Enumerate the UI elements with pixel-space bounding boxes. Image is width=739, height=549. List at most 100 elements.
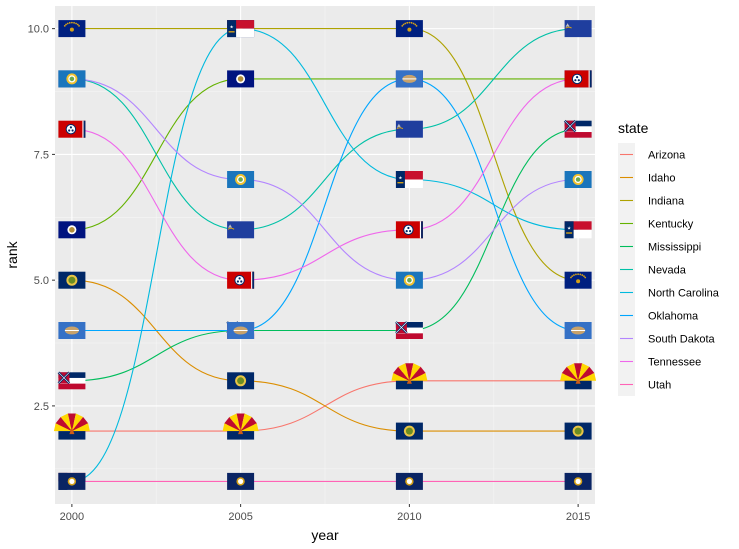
flag-ray xyxy=(405,363,414,381)
y-tick-label: 7.5 xyxy=(34,149,49,161)
flag-south-dakota xyxy=(395,271,423,289)
flag-indiana xyxy=(564,271,592,289)
flag-seal-inner xyxy=(69,76,75,82)
flag-stripe xyxy=(82,120,84,138)
flag-seal-inner xyxy=(69,478,75,484)
flag-part xyxy=(564,221,592,230)
flag-nevada xyxy=(395,120,423,138)
flag-oklahoma xyxy=(58,322,86,339)
flag-saltire-stars xyxy=(58,372,70,384)
flag-idaho xyxy=(395,422,423,440)
flag-seal-inner xyxy=(575,478,581,484)
x-tick-label: 2005 xyxy=(228,511,252,523)
flag-seal-inner xyxy=(68,276,76,284)
flag-star xyxy=(63,24,66,27)
flag-star xyxy=(571,275,574,278)
flag-stripe xyxy=(252,271,255,289)
flag-utah xyxy=(58,472,86,490)
flag-south-dakota xyxy=(564,171,592,188)
flag-seal-inner xyxy=(238,177,243,182)
flag-star xyxy=(414,23,417,26)
flag-star xyxy=(576,76,579,79)
flag-utah xyxy=(395,472,423,490)
flag-part xyxy=(395,322,423,328)
flag-torch xyxy=(407,27,412,32)
flag-sagebrush xyxy=(227,227,235,230)
flag-utah xyxy=(564,472,592,490)
flag-part xyxy=(395,179,423,188)
flag-scroll xyxy=(228,31,235,33)
legend: state Arizona Idaho Indiana Kentucky Mississ… xyxy=(618,120,720,396)
flag-star xyxy=(228,224,233,229)
flag-part xyxy=(227,28,255,38)
flag-part xyxy=(58,377,86,384)
flag-star xyxy=(229,25,234,29)
flag-union xyxy=(564,221,574,239)
flag-star xyxy=(581,274,584,276)
flag-star xyxy=(565,23,570,28)
legend-label: Tennessee xyxy=(648,357,701,369)
flag-oklahoma xyxy=(564,322,592,339)
flag-part xyxy=(564,20,592,38)
flag-north-carolina xyxy=(227,20,255,38)
legend-label: North Carolina xyxy=(648,288,720,300)
flag-scroll xyxy=(397,182,404,184)
flag-star xyxy=(573,274,575,276)
flag-stripe xyxy=(251,271,253,289)
flag-part xyxy=(227,431,255,440)
flag-seal-inner xyxy=(574,427,582,435)
flag-star xyxy=(412,22,415,25)
flag-star xyxy=(402,23,405,26)
flag-ray xyxy=(60,413,72,432)
flag-ray xyxy=(566,363,579,381)
flag-star xyxy=(66,22,69,25)
flag-star xyxy=(410,21,413,24)
x-tick-label: 2015 xyxy=(566,511,590,523)
flag-ring-inner xyxy=(572,74,582,84)
flag-ray xyxy=(393,366,410,381)
flag-star xyxy=(68,21,71,24)
flag-star xyxy=(407,226,410,230)
flag-star xyxy=(401,24,404,27)
flag-star xyxy=(415,24,418,27)
legend-label: Oklahoma xyxy=(648,311,699,323)
flag-ray xyxy=(240,413,252,432)
legend-title: state xyxy=(618,120,649,136)
flag-south-dakota xyxy=(58,70,86,88)
y-axis-ticks: 2.5 5.0 7.5 10.0 xyxy=(28,24,55,413)
flag-ray xyxy=(578,366,595,381)
flag-utah xyxy=(227,472,255,490)
flag-ray xyxy=(240,423,259,432)
y-tick-label: 2.5 xyxy=(34,401,49,413)
flag-stripe xyxy=(419,221,422,239)
flag-ray xyxy=(71,423,90,432)
flag-stripe xyxy=(83,120,86,138)
flag-nevada xyxy=(564,20,592,38)
flag-star xyxy=(236,280,239,283)
flag-part xyxy=(395,327,423,334)
flag-star xyxy=(240,280,243,283)
flag-union xyxy=(395,171,405,188)
flag-star xyxy=(71,21,73,24)
flag-star xyxy=(73,21,75,24)
flag-part xyxy=(227,221,255,239)
flag-idaho xyxy=(227,372,255,390)
flag-nevada xyxy=(227,221,255,239)
x-axis-title: year xyxy=(311,527,339,543)
flag-seal-inner xyxy=(406,478,412,484)
x-axis-ticks: 2000 2005 2010 2015 xyxy=(60,504,590,523)
flag-arizona xyxy=(53,413,90,440)
flag-part xyxy=(564,126,592,133)
flag-star xyxy=(409,230,412,233)
flag-indiana xyxy=(395,20,423,38)
flag-tennessee xyxy=(564,70,592,88)
legend-label: Mississippi xyxy=(648,242,701,254)
flag-seal-inner xyxy=(575,177,581,182)
flag-ray xyxy=(409,372,428,381)
flag-ray xyxy=(222,423,241,432)
flag-ring-inner xyxy=(404,225,413,234)
flag-south-dakota xyxy=(227,171,255,188)
flag-saltire-stars xyxy=(395,321,408,334)
flag-star xyxy=(404,22,407,25)
x-tick-label: 2010 xyxy=(397,511,421,523)
